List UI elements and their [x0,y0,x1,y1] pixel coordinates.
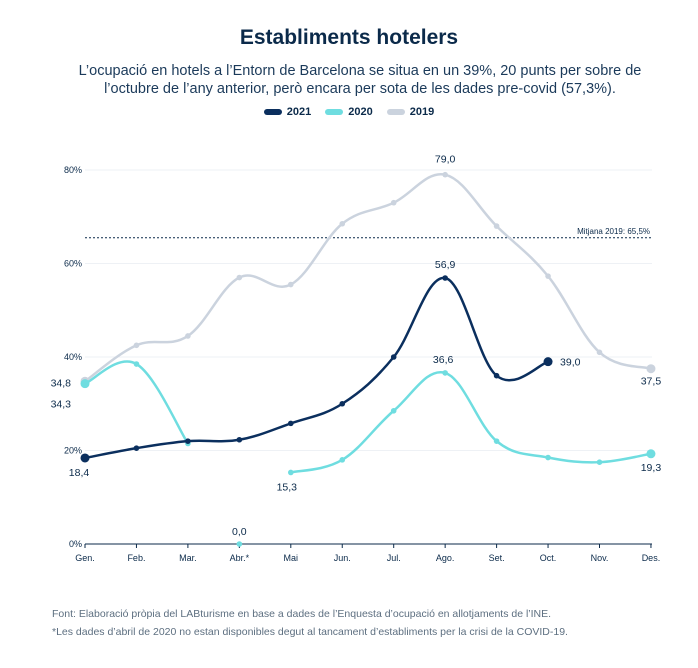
data-point-2019 [596,349,603,356]
data-point-2020 [390,407,397,414]
data-point-2020 [596,459,603,465]
legend-label-2020: 2020 [348,106,373,118]
legend-swatch-2020 [325,109,344,115]
data-point-2020 [288,469,294,476]
data-label-2019: 37,5 [641,376,662,388]
data-point-2019 [185,333,191,339]
data-point-2019 [133,342,140,349]
data-point-2019 [339,220,346,227]
data-point-2021 [236,436,243,443]
footnote: *Les dades d’abril de 2020 no estan disp… [52,626,568,638]
x-tick-label: Ago. [436,553,455,563]
reference-line-label: Mitjana 2019: 65,5% [577,227,650,236]
data-label-2021: 18,4 [69,467,90,479]
data-label-2020: 36,6 [433,354,454,366]
x-tick-label: Mar. [179,553,197,563]
data-point-2021 [185,438,191,444]
legend-item-2021[interactable]: 2021 [263,106,312,118]
series-line-2021 [83,276,550,460]
data-point-2021 [493,372,500,379]
data-point-2020 [545,454,551,461]
x-tick-label: Jul. [387,553,401,563]
legend-item-2020[interactable]: 2020 [325,106,373,118]
x-tick-label: Jun. [334,553,351,563]
line-chart: 0% 20% 40% 60% 80% Gen. Feb. Mar. Abr.* Mai Jun. Ju… [51,154,662,563]
data-label-2019: 34,8 [51,377,72,389]
y-tick-label: 60% [64,259,82,269]
x-tick-label: Mai [284,553,299,563]
legend-label-2021: 2021 [286,106,312,118]
legend-swatch-2021 [263,109,282,115]
data-point-2019 [236,274,243,281]
data-point-2021 [133,445,140,451]
data-point-2021 [80,453,90,463]
legend-item-2019[interactable]: 2019 [386,106,435,118]
data-label-2020: 19,3 [641,462,662,474]
data-label-2020: 0,0 [232,526,247,538]
x-tick-label: Gen. [75,553,95,563]
data-label-2021: 56,9 [435,259,456,271]
data-point-2021 [442,275,448,281]
data-point-2020 [133,361,140,367]
data-point-2021 [390,354,397,360]
data-point-2019 [545,273,551,279]
data-point-2020 [80,379,90,389]
legend-label-2019: 2019 [409,106,435,118]
data-point-2019 [442,171,448,178]
data-point-2020 [236,541,243,547]
data-label-2021: 39,0 [560,357,581,369]
data-point-2020 [442,370,448,376]
chart-subtitle: L’ocupació en hotels a l’Entorn de Barce… [78,63,642,97]
y-tick-label: 20% [64,446,82,456]
series-line-2020 [83,360,190,445]
data-point-2021 [288,420,294,427]
data-point-2019 [493,223,500,229]
x-tick-label: Set. [489,553,505,563]
data-point-2021 [543,357,553,367]
x-tick-label: Nov. [591,553,609,563]
x-tick-label: Feb. [127,553,145,563]
chart-title: Establiments hotelers [239,26,459,49]
data-point-2020 [339,457,346,463]
data-point-2021 [339,400,346,407]
data-label-2020: 15,3 [277,481,298,493]
x-tick-label: Oct. [540,553,557,563]
x-tick-label: Abr.* [230,553,250,563]
series-line-2020 [289,370,653,474]
source-note: Font: Elaboració pròpia del LABturisme e… [52,608,552,620]
y-tick-label: 40% [64,352,82,362]
data-label-2019: 79,0 [435,154,456,166]
y-tick-label: 0% [69,539,82,549]
data-point-2020 [646,449,656,459]
y-tick-label: 80% [64,165,82,175]
data-point-2020 [493,438,500,444]
data-point-2019 [390,199,397,206]
legend: 2021 2020 2019 [0,106,698,118]
data-label-2020: 34,3 [51,399,72,411]
legend-swatch-2019 [386,109,405,115]
series-line-2019 [83,172,653,383]
x-tick-label: Des. [642,553,661,563]
data-point-2019 [646,364,656,374]
data-point-2019 [288,281,294,288]
